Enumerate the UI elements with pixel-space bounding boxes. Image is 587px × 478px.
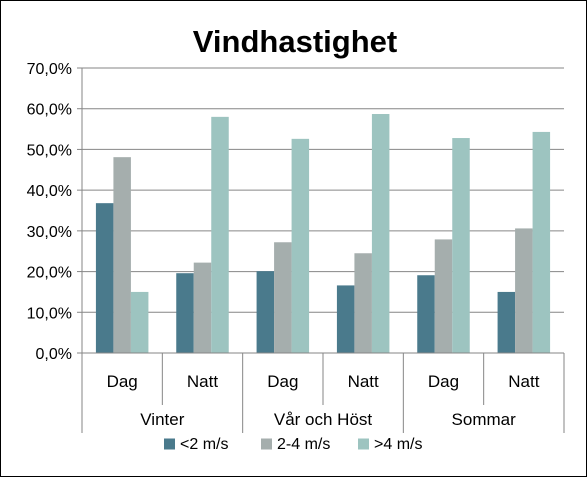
gridlines [82, 67, 564, 313]
y-tick-label: 20,0% [27, 265, 72, 282]
chart-title: Vindhastighet [193, 24, 397, 59]
bar [211, 116, 229, 353]
bar [130, 291, 149, 353]
legend-label: <2 m/s [180, 436, 228, 453]
legend-swatch [164, 438, 175, 450]
y-tick-label: 40,0% [27, 183, 72, 200]
bar [176, 273, 194, 353]
bar [354, 253, 372, 353]
legend-label: >4 m/s [374, 436, 422, 453]
x-tick-label: Natt [348, 372, 379, 391]
bar [336, 285, 355, 353]
x-tick-label: Dag [267, 372, 298, 391]
y-tick-label: 50,0% [27, 142, 72, 159]
x-tick-label: Dag [107, 372, 138, 391]
x-tick-label: Dag [428, 372, 459, 391]
bar [532, 131, 551, 353]
bar [256, 271, 275, 353]
y-tick-label: 60,0% [27, 102, 72, 119]
bar [515, 228, 533, 353]
x-group-label: Vår och Höst [274, 410, 373, 429]
bars [95, 114, 551, 353]
y-tick-label: 30,0% [27, 224, 72, 241]
bar [291, 138, 310, 353]
axes: 0,0% 10,0% 20,0% 30,0% 40,0% 50,0% 60,0% 70,0% D… [27, 61, 565, 433]
y-tick-label: 10,0% [27, 305, 72, 322]
y-tick-label: 0,0% [36, 346, 72, 363]
bar [113, 157, 131, 353]
bar [193, 262, 212, 353]
x-tick-label: Natt [187, 372, 218, 391]
legend-swatch [261, 438, 272, 450]
bar [371, 114, 390, 353]
x-group-label: Vinter [140, 410, 184, 429]
y-tick-label: 70,0% [27, 61, 72, 78]
legend: <2 m/s 2-4 m/s >4 m/s [164, 436, 422, 453]
bar [497, 291, 516, 353]
legend-swatch [358, 438, 369, 450]
bar [452, 138, 470, 353]
x-group-label: Sommar [452, 410, 517, 429]
bar [274, 242, 292, 353]
bar [434, 239, 453, 353]
bar [417, 275, 435, 353]
bar [95, 203, 114, 353]
legend-label: 2-4 m/s [277, 436, 330, 453]
x-tick-label: Natt [508, 372, 539, 391]
